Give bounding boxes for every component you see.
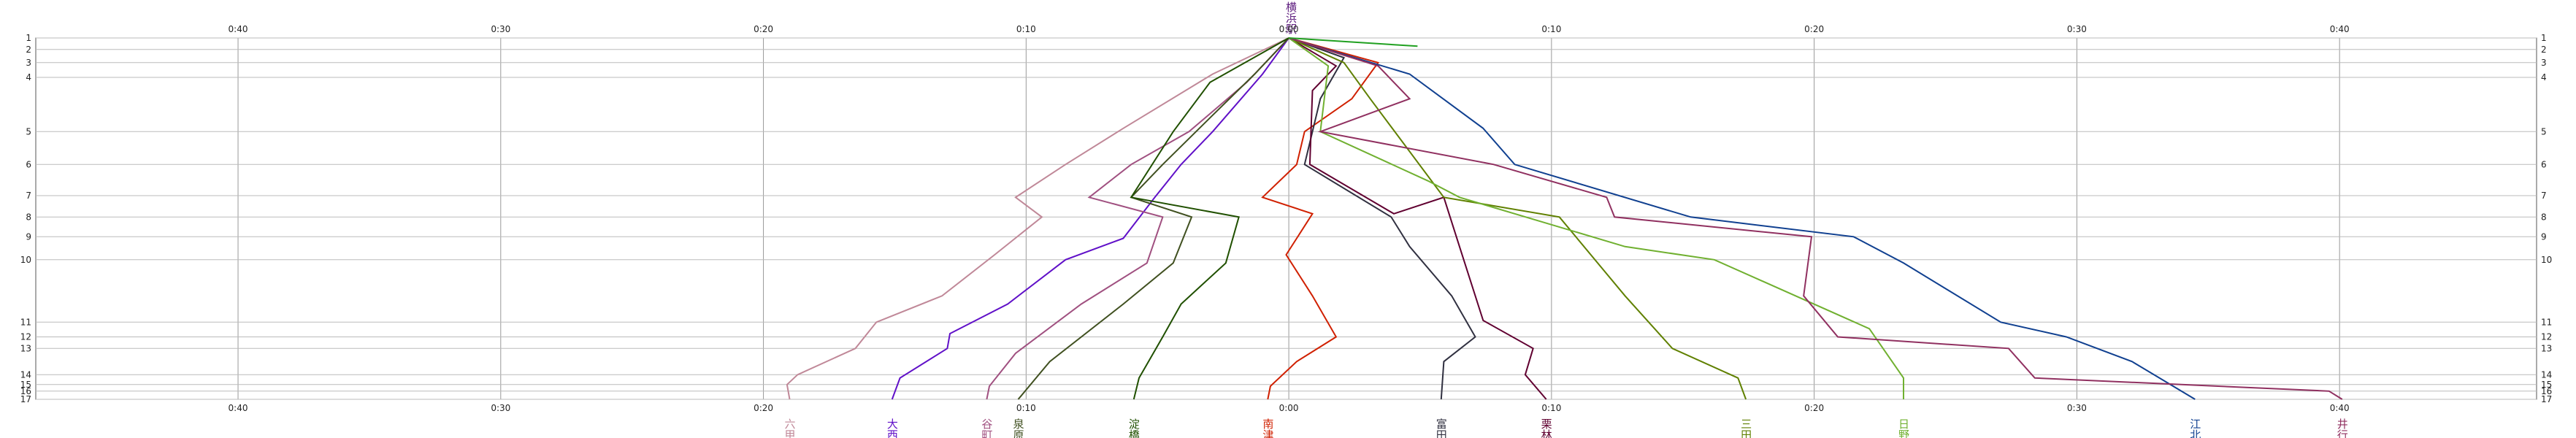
y-tick-label: 17 <box>20 394 31 404</box>
series-line <box>1288 37 1904 399</box>
y-tick-label: 14 <box>20 369 31 380</box>
y-tick-label: 11 <box>20 317 31 327</box>
x-tick-label: 0:40 <box>2330 403 2350 413</box>
x-tick-label: 0:00 <box>1279 403 1299 413</box>
series-line <box>986 37 1289 400</box>
y-tick-label: 4 <box>2541 72 2547 82</box>
y-tick-label: 10 <box>2541 255 2552 265</box>
y-tick-label: 12 <box>2541 332 2552 342</box>
series-label: 富田橋 <box>1435 418 1448 438</box>
x-tick-label: 0:10 <box>1016 403 1036 413</box>
x-tick-label: 0:30 <box>2067 403 2087 413</box>
series-line <box>891 37 1289 400</box>
y-tick-label: 17 <box>2541 394 2552 404</box>
y-tick-label: 15 <box>20 380 31 390</box>
series-line <box>1288 37 1476 400</box>
series-label: 南津尼 <box>1261 418 1274 438</box>
x-tick-label: 0:20 <box>754 403 773 413</box>
y-tick-label: 3 <box>26 58 31 68</box>
series-label: 日野井 <box>1897 418 1910 438</box>
y-tick-label: 4 <box>26 72 31 82</box>
x-tick-label: 0:10 <box>1541 403 1561 413</box>
y-tick-label: 12 <box>20 332 31 342</box>
y-tick-label: 5 <box>2541 126 2547 137</box>
y-tick-label: 6 <box>2541 159 2547 169</box>
x-tick-label: 0:30 <box>2067 24 2087 34</box>
y-tick-label: 15 <box>2541 380 2552 390</box>
series-label: 淀橋外 <box>1127 418 1141 438</box>
y-tick-label: 8 <box>26 212 31 222</box>
y-tick-label: 13 <box>20 343 31 353</box>
y-tick-label: 2 <box>2541 45 2547 55</box>
y-tick-label: 14 <box>2541 369 2552 380</box>
y-tick-label: 7 <box>2541 191 2547 201</box>
x-tick-label: 0:00 <box>1279 24 1299 34</box>
y-tick-label: 16 <box>2541 386 2552 396</box>
x-tick-label: 0:10 <box>1541 24 1561 34</box>
series-line <box>1288 37 2343 400</box>
x-tick-label: 0:20 <box>1804 403 1824 413</box>
y-tick-label: 5 <box>26 126 31 137</box>
y-tick-label: 2 <box>26 45 31 55</box>
series-line <box>1261 37 1380 400</box>
y-tick-label: 7 <box>26 191 31 201</box>
series-label: 井行町 <box>2336 418 2349 438</box>
y-tick-label: 8 <box>2541 212 2547 222</box>
series-label: 六甲台 <box>783 418 797 438</box>
series-line <box>1017 37 1289 400</box>
y-tick-label: 13 <box>2541 343 2552 353</box>
series-line <box>1288 37 2196 400</box>
series-line <box>786 37 1289 400</box>
y-tick-label: 16 <box>20 386 31 396</box>
x-tick-label: 0:10 <box>1016 24 1036 34</box>
x-tick-label: 0:40 <box>2330 24 2350 34</box>
y-tick-label: 9 <box>2541 231 2547 242</box>
series-line <box>1130 37 1289 400</box>
series-line <box>1288 37 1747 400</box>
x-tick-label: 0:30 <box>491 24 510 34</box>
series-line <box>1289 37 1418 47</box>
series-label: 大西通 <box>886 418 899 438</box>
y-tick-label: 9 <box>26 231 31 242</box>
y-tick-label: 1 <box>26 33 31 43</box>
series-label: 栗林東 <box>1540 418 1553 438</box>
x-tick-label: 0:20 <box>754 24 773 34</box>
series-label: 谷町岸 <box>980 418 993 438</box>
x-tick-label: 0:30 <box>491 403 510 413</box>
y-tick-label: 10 <box>20 255 31 265</box>
y-tick-label: 3 <box>2541 58 2547 68</box>
y-tick-label: 11 <box>2541 317 2552 327</box>
y-tick-label: 1 <box>2541 33 2547 43</box>
chart-title: 横浜駅 <box>1284 1 1297 34</box>
series-label: 三田尾 <box>1739 418 1752 438</box>
x-tick-label: 0:40 <box>229 403 248 413</box>
series-label: 泉原井 <box>1012 418 1025 438</box>
series-label: 江北上 <box>2188 418 2201 438</box>
y-tick-label: 6 <box>26 159 31 169</box>
x-tick-label: 0:20 <box>1804 24 1824 34</box>
x-tick-label: 0:40 <box>229 24 248 34</box>
